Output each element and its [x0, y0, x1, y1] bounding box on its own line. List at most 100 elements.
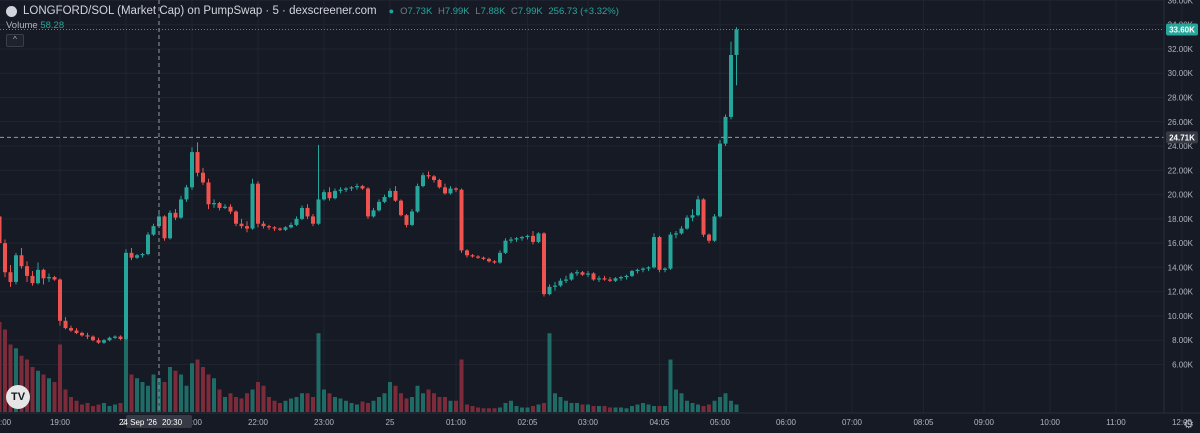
volume-bar: [3, 329, 7, 412]
volume-bar: [212, 378, 216, 412]
collapse-legend-button[interactable]: ^: [6, 34, 24, 47]
volume-bar: [410, 397, 414, 412]
volume-bar: [591, 406, 596, 412]
candle-body: [608, 279, 612, 281]
candle-body: [619, 277, 623, 279]
time-tick-label: 23:00: [314, 418, 335, 427]
candle-body: [415, 186, 420, 212]
volume-bar: [432, 393, 436, 412]
candle-body: [190, 152, 194, 188]
candle-body: [80, 332, 84, 336]
volume-bar: [668, 359, 673, 412]
time-axis[interactable]: :0019:002021:0022:0023:002501:0002:0503:…: [0, 412, 1200, 428]
volume-bar: [470, 406, 475, 412]
chart-legend: LONGFORD/SOL (Market Cap) on PumpSwap · …: [6, 5, 622, 47]
candle-body: [547, 286, 552, 295]
volume-bar: [151, 374, 156, 412]
tradingview-logo-icon[interactable]: TV: [6, 385, 30, 409]
volume-value: 58.28: [40, 20, 65, 31]
candle-body: [294, 218, 299, 225]
candle-body: [569, 273, 574, 280]
time-tick-label: 08:05: [913, 418, 934, 427]
volume-bar: [206, 374, 211, 412]
volume-bar: [514, 406, 519, 412]
candle-body: [184, 187, 189, 200]
candle-body: [602, 278, 607, 280]
candle-body: [157, 216, 161, 227]
candle-body: [250, 183, 255, 229]
candle-body: [0, 216, 2, 244]
volume-bar: [404, 398, 409, 412]
volume-bar: [41, 374, 46, 412]
volume-bar: [657, 406, 662, 412]
time-tick-label: 04:05: [649, 418, 670, 427]
volume-bar: [459, 359, 464, 412]
volume-bar: [426, 389, 431, 412]
volume-bar: [663, 406, 667, 412]
volume-bar: [399, 393, 403, 412]
price-axis[interactable]: 36.00K34.00K32.00K30.00K28.00K26.00K24.0…: [1163, 0, 1198, 413]
candle-body: [91, 336, 95, 341]
volume-bar: [294, 397, 299, 412]
volume-bar: [30, 367, 35, 412]
candle-body: [520, 237, 524, 239]
candle-body: [212, 203, 216, 205]
candle-body: [124, 252, 128, 339]
candle-body: [8, 272, 13, 282]
price-tick-label: 26.00K: [1168, 118, 1194, 127]
price-tick-label: 36.00K: [1168, 0, 1194, 5]
candle-body: [465, 250, 469, 256]
volume-bar: [619, 407, 623, 412]
time-tick-label: 06:00: [776, 418, 797, 427]
settings-gear-icon[interactable]: ⚙: [1183, 417, 1194, 431]
candle-body: [168, 212, 172, 239]
candle-body: [371, 210, 376, 217]
volume-bar: [525, 407, 530, 412]
volume-bar: [382, 393, 387, 412]
price-tick-label: 8.00K: [1172, 336, 1194, 345]
volume-bar: [685, 400, 689, 412]
volume-bar: [63, 389, 68, 412]
symbol-title[interactable]: LONGFORD/SOL (Market Cap) on PumpSwap · …: [23, 5, 377, 17]
candle-body: [498, 252, 502, 263]
volume-bar: [85, 403, 90, 412]
volume-bar: [652, 406, 656, 412]
volume-bar: [586, 404, 590, 412]
volume-bar: [437, 397, 442, 412]
candle-body: [41, 269, 46, 279]
candle-body: [470, 255, 475, 257]
candle-body: [234, 211, 238, 224]
candle-body: [536, 233, 541, 242]
candle-body: [146, 234, 150, 255]
volume-bar: [223, 397, 227, 412]
candle-body: [646, 267, 651, 269]
candle-body: [173, 212, 178, 218]
token-logo-icon: [6, 5, 17, 17]
volume-bar: [575, 403, 579, 412]
candle-body: [113, 336, 117, 338]
candle-body: [107, 337, 112, 341]
candle-body: [239, 223, 244, 227]
candle-body: [14, 255, 18, 282]
candle-body: [206, 182, 211, 205]
volume-bar: [256, 382, 260, 412]
candle-body: [514, 238, 519, 240]
volume-bar: [520, 407, 524, 412]
time-tick-label: :00: [0, 418, 12, 427]
candle-body: [729, 55, 733, 117]
candle-body: [74, 330, 79, 333]
candle-body: [679, 228, 684, 234]
candle-body: [305, 207, 310, 217]
volume-bar: [129, 374, 134, 412]
volume-bar: [190, 363, 194, 412]
volume-bar: [608, 407, 612, 412]
volume-bar: [124, 333, 128, 412]
volume-bar: [102, 403, 106, 412]
volume-bar: [36, 370, 40, 412]
candle-body: [355, 186, 359, 188]
candle-body: [135, 255, 139, 258]
candle-body: [635, 269, 640, 272]
candle-body: [3, 243, 7, 273]
volume-bar: [707, 404, 711, 412]
